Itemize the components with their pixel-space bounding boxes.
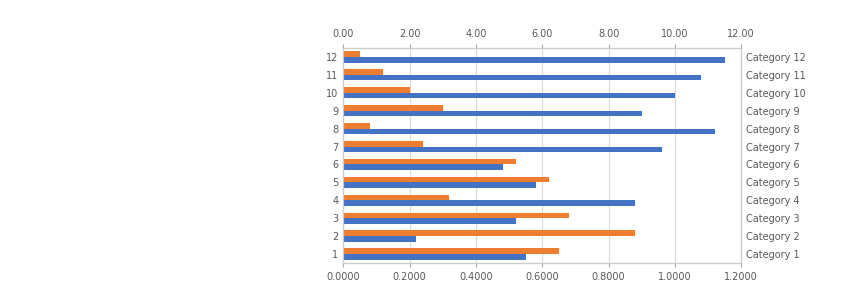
Bar xyxy=(343,236,417,242)
Bar xyxy=(343,248,559,254)
Bar xyxy=(343,254,526,260)
Bar xyxy=(343,57,725,62)
Bar xyxy=(343,51,360,57)
Bar xyxy=(343,105,443,111)
Bar xyxy=(343,123,370,129)
Bar xyxy=(343,177,549,182)
Bar xyxy=(343,213,569,218)
Bar xyxy=(343,195,450,200)
Bar xyxy=(343,93,675,98)
Bar xyxy=(343,182,536,188)
Bar xyxy=(343,159,515,164)
Bar xyxy=(343,111,642,116)
Bar xyxy=(343,141,423,147)
Bar xyxy=(343,75,701,80)
Bar xyxy=(343,69,383,75)
Bar xyxy=(343,231,635,236)
Bar xyxy=(343,218,515,224)
Bar xyxy=(343,164,503,170)
Bar xyxy=(343,129,715,134)
Bar xyxy=(343,147,662,152)
Bar xyxy=(343,200,635,206)
Bar xyxy=(343,87,410,93)
